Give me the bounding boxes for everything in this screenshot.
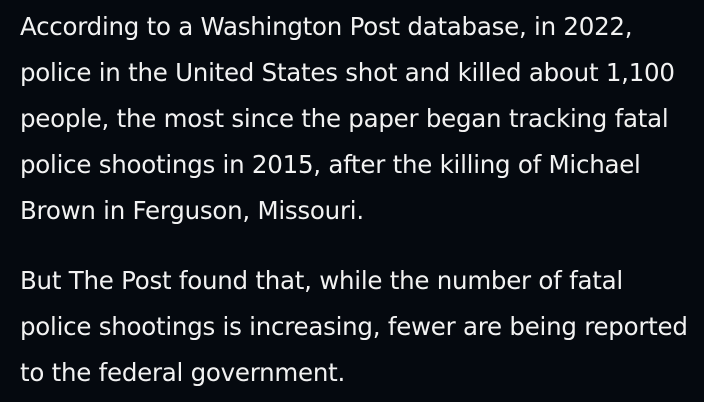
paragraph-2: But The Post found that, while the numbe…	[20, 266, 688, 387]
paragraph-1: According to a Washington Post database,…	[20, 12, 675, 225]
